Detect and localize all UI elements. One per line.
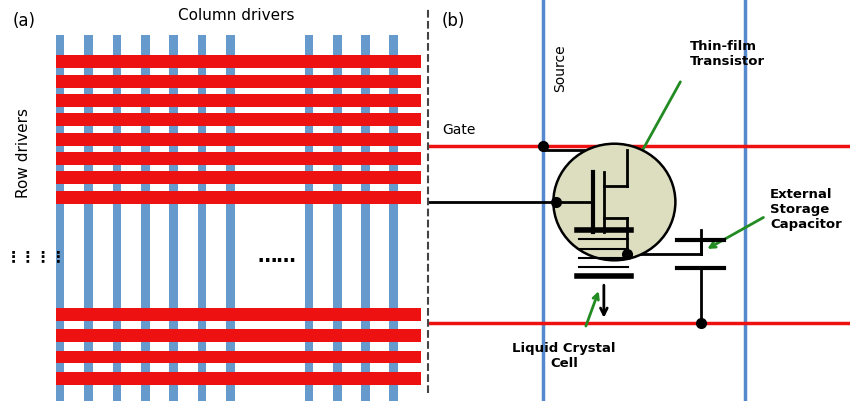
Bar [56, 56, 421, 69]
Circle shape [553, 144, 676, 261]
Bar [141, 40, 150, 401]
Text: (b): (b) [442, 12, 465, 30]
Text: Source: Source [553, 44, 567, 91]
Bar [169, 40, 178, 401]
Bar [226, 36, 235, 54]
Bar [56, 191, 421, 204]
Bar [389, 36, 398, 54]
Bar [305, 40, 314, 401]
Bar [389, 40, 398, 401]
Text: ⋮⋮⋮⋮: ⋮⋮⋮⋮ [6, 249, 67, 263]
Text: Liquid Crystal
Cell: Liquid Crystal Cell [513, 341, 615, 369]
Bar [56, 372, 421, 385]
Bar [56, 75, 421, 88]
Bar [361, 36, 370, 54]
Bar [333, 36, 342, 54]
Bar [56, 95, 421, 107]
Bar [198, 40, 207, 401]
Text: Column drivers: Column drivers [178, 8, 294, 23]
Bar [56, 36, 65, 54]
Bar [56, 172, 421, 185]
Bar [361, 40, 370, 401]
Bar [141, 36, 150, 54]
Bar [112, 36, 122, 54]
Bar [169, 36, 178, 54]
Bar [84, 40, 93, 401]
Text: Thin-film
Transistor: Thin-film Transistor [690, 40, 765, 68]
Bar [56, 329, 421, 342]
Bar [56, 134, 421, 146]
Text: Row drivers: Row drivers [16, 107, 31, 197]
Bar [56, 153, 421, 166]
Bar [333, 40, 342, 401]
Bar [305, 36, 314, 54]
Bar [226, 40, 235, 401]
Bar [56, 114, 421, 127]
Bar [56, 40, 65, 401]
Bar [56, 351, 421, 364]
Text: ……: …… [258, 247, 297, 265]
Text: Gate: Gate [442, 122, 475, 136]
Bar [84, 36, 93, 54]
Text: External
Storage
Capacitor: External Storage Capacitor [770, 187, 842, 230]
Bar [198, 36, 207, 54]
Bar [112, 40, 122, 401]
Text: (a): (a) [13, 12, 36, 30]
Bar [56, 308, 421, 321]
